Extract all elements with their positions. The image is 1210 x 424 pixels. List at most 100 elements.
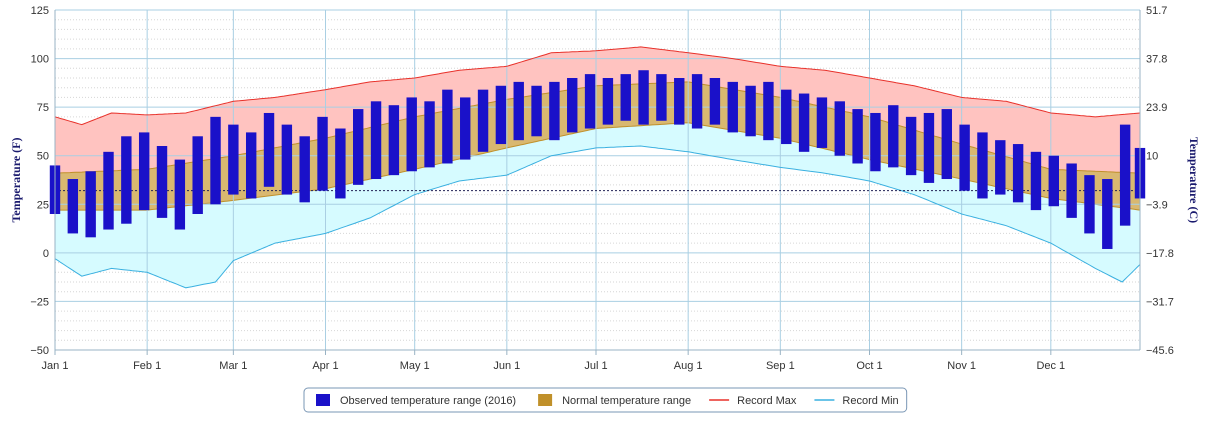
x-tick-label: Nov 1 [947, 360, 976, 372]
y-right-tick-label: 37.8 [1146, 54, 1167, 66]
observed-bar [388, 105, 400, 176]
observed-bar [1048, 155, 1059, 207]
y-right-tick-label: −17.8 [1146, 248, 1174, 260]
observed-bar [798, 93, 810, 152]
x-tick-label: Mar 1 [219, 360, 247, 372]
x-tick-label: Sep 1 [766, 360, 795, 372]
x-tick-label: Dec 1 [1036, 360, 1065, 372]
observed-bar [763, 81, 774, 141]
observed-bar [174, 159, 186, 230]
observed-bar [103, 151, 114, 230]
observed-bar [121, 136, 132, 224]
observed-bar [495, 85, 507, 145]
observed-bar [192, 136, 203, 214]
observed-bar [1030, 151, 1042, 211]
observed-bar [335, 128, 346, 199]
x-tick-label: Jun 1 [493, 360, 520, 372]
observed-bar [353, 109, 364, 185]
observed-bar [513, 81, 524, 141]
observed-bar [870, 112, 881, 172]
observed-bar [905, 116, 917, 176]
legend-label: Normal temperature range [562, 395, 691, 407]
observed-bar [674, 78, 685, 125]
observed-bar [477, 89, 489, 152]
observed-bar [620, 74, 631, 121]
observed-bar [941, 109, 952, 180]
observed-bar [549, 81, 560, 141]
observed-bar [727, 81, 738, 133]
x-tick-label: Aug 1 [674, 360, 703, 372]
y-right-tick-label: 23.9 [1146, 102, 1167, 114]
observed-bar [888, 105, 899, 168]
y-left-tick-label: 125 [31, 5, 49, 17]
observed-bar [923, 112, 935, 183]
record-max-line [54, 46, 1141, 126]
observed-bar [977, 132, 988, 199]
observed-bar [852, 109, 863, 164]
observed-bar [67, 179, 79, 234]
observed-bar [781, 89, 792, 145]
observed-bar [1102, 179, 1113, 249]
observed-bar [638, 70, 649, 125]
observed-bar [406, 97, 417, 172]
observed-bar [1084, 175, 1095, 234]
observed-bar [370, 101, 382, 180]
observed-bar [816, 97, 828, 148]
legend-label: Record Max [737, 395, 797, 407]
y-left-tick-label: 50 [37, 151, 49, 163]
y-right-tick-label: −3.9 [1146, 199, 1168, 211]
observed-bar [245, 132, 257, 199]
y-left-tick-label: −50 [30, 345, 49, 357]
x-tick-label: Apr 1 [312, 360, 338, 372]
observed-bar [281, 124, 293, 195]
x-tick-label: Oct 1 [856, 360, 882, 372]
observed-bar [959, 124, 970, 191]
observed-bar [263, 112, 275, 187]
observed-bar [85, 171, 96, 238]
y-right-axis-title: Temperature (C) [1187, 137, 1201, 223]
y-left-tick-label: 100 [31, 54, 49, 66]
y-right-tick-label: 10 [1146, 151, 1158, 163]
normal-low-line [55, 122, 1141, 211]
legend-swatch [538, 394, 553, 406]
observed-bar [228, 124, 239, 195]
observed-bar [995, 140, 1006, 195]
observed-bar [834, 101, 845, 156]
observed-bar [656, 74, 667, 121]
x-tick-label: Feb 1 [133, 360, 161, 372]
observed-bar [567, 78, 578, 133]
legend-label: Observed temperature range (2016) [340, 395, 516, 407]
y-left-axis-title: Temperature (F) [9, 138, 23, 223]
y-left-tick-label: 75 [37, 102, 49, 114]
x-tick-label: Jan 1 [42, 360, 69, 372]
legend-box [303, 387, 908, 413]
observed-bar [460, 97, 471, 160]
record-max-band [55, 46, 1140, 174]
observed-bar [138, 132, 150, 211]
observed-bar [1066, 163, 1077, 218]
y-right-tick-label: 51.7 [1146, 5, 1167, 17]
observed-bar [424, 101, 435, 168]
observed-bar [745, 85, 756, 137]
x-tick-label: Jul 1 [584, 360, 607, 372]
observed-bar [1119, 124, 1131, 226]
y-left-tick-label: −25 [30, 296, 49, 308]
observed-bar [299, 136, 310, 203]
legend-label: Record Min [842, 395, 898, 407]
y-left-tick-label: 0 [43, 248, 49, 260]
observed-bar [210, 116, 221, 205]
observed-bar [531, 85, 542, 137]
observed-bar [442, 89, 453, 164]
y-right-tick-label: −45.6 [1146, 345, 1174, 357]
observed-bar [156, 146, 168, 218]
observed-bar [602, 78, 614, 125]
observed-bar [584, 74, 596, 129]
observed-bar [691, 74, 703, 129]
y-left-tick-label: 25 [37, 199, 49, 211]
observed-bar [1012, 144, 1024, 203]
y-right-tick-label: −31.7 [1146, 296, 1174, 308]
x-tick-label: May 1 [400, 360, 430, 372]
observed-bar [709, 78, 721, 125]
